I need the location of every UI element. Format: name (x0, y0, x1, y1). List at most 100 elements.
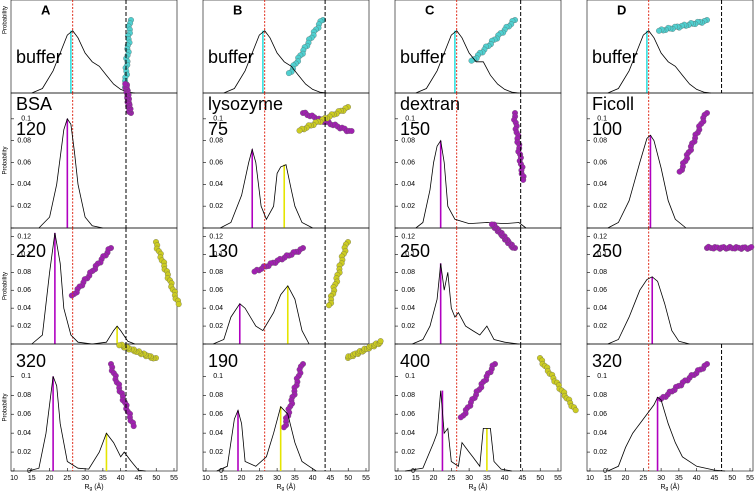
y-tick-label: 0.08 (401, 269, 415, 276)
annotation: 130 (208, 241, 238, 261)
y-tick-label: 0.08 (593, 269, 607, 276)
y-tick-label: 0.04 (401, 430, 415, 437)
annotation: dextran (400, 94, 460, 114)
panel-label: D (617, 2, 626, 17)
y-tick-label: 0.04 (17, 305, 31, 312)
distribution-line (405, 390, 512, 472)
y-tick-label: 0.06 (17, 159, 31, 166)
x-tick-label: 20 (238, 475, 246, 482)
bead (285, 70, 292, 77)
annotation: 320 (592, 351, 622, 371)
x-tick-label: 55 (554, 475, 562, 482)
x-tick-label: 35 (99, 475, 107, 482)
bead (468, 57, 475, 64)
x-tick-label: 30 (657, 475, 665, 482)
x-tick-label: 35 (291, 475, 299, 482)
x-axis-label-part: g (90, 486, 93, 491)
x-tick-label: 50 (152, 475, 160, 482)
molecule (656, 17, 710, 34)
distribution-line (220, 147, 313, 229)
molecule (511, 110, 527, 183)
x-tick-label: 40 (501, 475, 509, 482)
y-tick-label: 0.06 (401, 411, 415, 418)
y-tick-label: 0.06 (17, 287, 31, 294)
x-tick-label: 45 (519, 475, 527, 482)
y-tick-label: 0.02 (17, 449, 31, 456)
y-tick-label: 0.1 (21, 373, 31, 380)
distribution-line (28, 376, 146, 472)
y-tick-label: 0 (27, 468, 31, 475)
y-tick-label: 0.08 (209, 269, 223, 276)
x-tick-label: 35 (483, 475, 491, 482)
distribution-line (212, 285, 310, 345)
y-tick-label: 0.04 (17, 181, 31, 188)
molecule (537, 355, 579, 414)
x-axis-label-part: (Å) (284, 482, 295, 491)
distribution-line (415, 30, 519, 94)
y-tick-label: 0.06 (17, 411, 31, 418)
x-axis-label-part: (Å) (476, 482, 487, 491)
y-axis-label: Probability (3, 146, 9, 174)
annotation: 400 (400, 351, 430, 371)
molecule (153, 239, 182, 308)
x-axis-label-part: R (276, 484, 281, 491)
y-tick-label: 0.02 (209, 203, 223, 210)
y-tick-label: 0.02 (209, 449, 223, 456)
y-tick-label: 0.06 (401, 287, 415, 294)
x-tick-label: 55 (746, 475, 754, 482)
x-tick-label: 45 (711, 475, 719, 482)
molecule (468, 17, 518, 64)
x-tick-label: 50 (344, 475, 352, 482)
x-axis-label-part: g (282, 486, 285, 491)
y-tick-label: 0.02 (593, 449, 607, 456)
y-tick-label: 0.1 (405, 251, 415, 258)
bead (130, 423, 137, 430)
x-tick-label: 10 (586, 475, 594, 482)
x-tick-label: 20 (430, 475, 438, 482)
annotation: 320 (16, 351, 46, 371)
y-tick-label: 0.06 (209, 411, 223, 418)
panel-frame (10, 343, 178, 472)
bead (457, 414, 464, 421)
bead (488, 221, 495, 228)
x-tick-label: 40 (309, 475, 317, 482)
annotation: 100 (592, 119, 622, 139)
x-tick-label: 45 (135, 475, 143, 482)
y-tick-label: 0.1 (213, 251, 223, 258)
y-tick-label: 0.04 (593, 430, 607, 437)
molecule (345, 338, 384, 361)
molecule (457, 361, 498, 421)
y-tick-label: 0.1 (213, 116, 223, 123)
bead (68, 292, 75, 299)
y-tick-label: 0.04 (209, 305, 223, 312)
x-tick-label: 50 (536, 475, 544, 482)
x-axis-label-part: R (84, 484, 89, 491)
annotation: 150 (400, 119, 430, 139)
y-tick-label: 0.02 (401, 323, 415, 330)
y-tick-label: 0.08 (17, 269, 31, 276)
y-tick-label: 0.06 (593, 287, 607, 294)
x-tick-label: 40 (693, 475, 701, 482)
molecule (296, 104, 351, 134)
y-tick-label: 0.06 (593, 159, 607, 166)
x-tick-label: 55 (170, 475, 178, 482)
bead (572, 407, 579, 414)
x-tick-label: 25 (63, 475, 71, 482)
y-axis-label: Probability (3, 6, 9, 34)
annotation: 190 (208, 351, 238, 371)
y-tick-label: 0.08 (401, 392, 415, 399)
bead (325, 302, 332, 309)
y-tick-label: 0.12 (209, 233, 223, 240)
x-tick-label: 25 (639, 475, 647, 482)
bead (520, 176, 527, 183)
distribution-line (31, 30, 135, 94)
x-tick-label: 15 (604, 475, 612, 482)
y-tick-label: 0.04 (593, 181, 607, 188)
molecule (488, 221, 518, 251)
y-tick-label: 0.02 (593, 323, 607, 330)
y-tick-label: 0.04 (401, 305, 415, 312)
molecule (122, 17, 134, 91)
y-tick-label: 0.08 (209, 138, 223, 145)
y-tick-label: 0.06 (209, 159, 223, 166)
